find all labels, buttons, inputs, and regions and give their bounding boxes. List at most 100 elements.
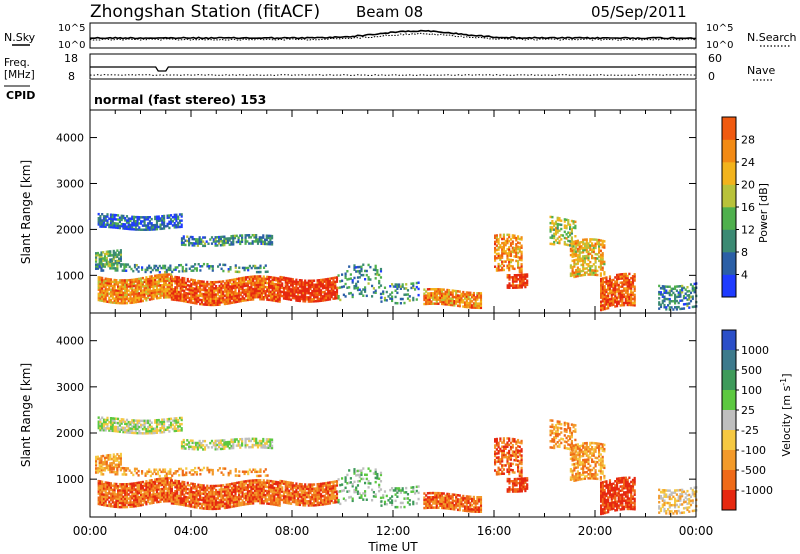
- velocity-cell: [323, 490, 326, 493]
- power-cell: [201, 265, 204, 268]
- velocity-cell: [232, 503, 235, 506]
- velocity-cell: [335, 484, 339, 487]
- velocity-cell: [179, 492, 182, 496]
- power-cell: [425, 298, 428, 302]
- power-cell: [163, 290, 166, 293]
- power-cell: [351, 293, 354, 297]
- power-cell: [298, 289, 301, 292]
- power-cell: [511, 267, 514, 270]
- power-cell: [558, 239, 561, 243]
- power-cell: [286, 295, 289, 299]
- power-cell: [313, 285, 316, 289]
- colorbar-tick-label: 4: [741, 269, 748, 282]
- velocity-cell: [140, 483, 143, 486]
- power-cell: [179, 295, 182, 298]
- power-cell: [257, 277, 260, 280]
- power-cell: [522, 279, 525, 283]
- power-cell: [426, 294, 429, 297]
- power-cell: [591, 250, 594, 254]
- power-cell: [522, 283, 525, 287]
- power-cell: [204, 297, 207, 300]
- power-cell: [417, 293, 420, 297]
- velocity-cell: [297, 495, 300, 498]
- velocity-cell: [223, 504, 226, 508]
- velocity-cell: [227, 504, 230, 507]
- power-cell: [207, 297, 211, 300]
- power-cell: [520, 284, 523, 287]
- power-cell: [250, 292, 253, 295]
- power-cell: [253, 296, 257, 299]
- power-cell: [320, 297, 323, 300]
- power-cell: [98, 257, 101, 261]
- power-cell: [152, 279, 155, 282]
- power-cell: [234, 282, 237, 285]
- power-cell: [186, 294, 189, 297]
- power-cell: [682, 294, 686, 298]
- power-cell: [469, 299, 472, 303]
- velocity-cell: [136, 488, 139, 491]
- power-cell: [118, 216, 121, 219]
- power-cell: [97, 223, 100, 226]
- power-cell: [218, 235, 221, 239]
- power-cell: [232, 290, 235, 294]
- power-cell: [117, 218, 120, 221]
- power-cell: [159, 275, 162, 279]
- power-cell: [259, 281, 262, 284]
- power-cell: [571, 253, 574, 256]
- power-cell: [556, 231, 559, 234]
- power-cell: [598, 265, 601, 269]
- velocity-cell: [155, 498, 159, 502]
- power-cell: [155, 288, 159, 292]
- power-cell: [631, 293, 635, 297]
- power-cell: [154, 223, 157, 227]
- power-cell: [578, 270, 581, 273]
- power-cell: [140, 298, 143, 301]
- power-cell: [241, 289, 244, 292]
- velocity-cell: [97, 422, 100, 426]
- power-cell: [203, 236, 207, 239]
- power-cell: [623, 281, 626, 284]
- power-cell: [131, 225, 134, 229]
- velocity-cell: [260, 495, 264, 499]
- power-cell: [335, 290, 339, 294]
- power-cell: [191, 242, 194, 245]
- power-cell: [426, 288, 429, 291]
- power-cell: [157, 288, 160, 291]
- velocity-cell: [257, 497, 260, 501]
- power-cell: [234, 292, 237, 296]
- power-cell: [256, 240, 260, 243]
- power-cell: [330, 281, 333, 284]
- power-cell: [109, 213, 113, 216]
- power-cell: [177, 225, 180, 229]
- power-cell: [140, 291, 143, 295]
- velocity-cell: [174, 492, 177, 495]
- power-cell: [131, 286, 134, 290]
- velocity-cell: [164, 497, 167, 501]
- power-cell: [124, 223, 127, 226]
- power-cell: [412, 286, 415, 289]
- velocity-cell: [238, 483, 241, 486]
- power-cell: [455, 292, 458, 295]
- power-cell: [125, 291, 129, 294]
- velocity-cell: [313, 504, 316, 507]
- power-cell: [453, 300, 456, 303]
- power-cell: [585, 240, 588, 243]
- power-cell: [465, 291, 468, 294]
- velocity-cell: [166, 483, 169, 486]
- velocity-cell: [313, 487, 316, 490]
- power-cell: [159, 227, 162, 231]
- power-cell: [138, 287, 141, 291]
- power-cell: [501, 256, 504, 259]
- power-cell: [111, 260, 114, 263]
- power-cell: [147, 228, 150, 231]
- velocity-cell: [141, 497, 144, 500]
- power-cell: [185, 269, 188, 273]
- velocity-cell: [101, 486, 104, 490]
- velocity-cell: [316, 503, 319, 507]
- velocity-cell: [318, 491, 321, 494]
- power-cell: [578, 257, 581, 261]
- power-cell: [152, 285, 155, 288]
- velocity-cell: [170, 477, 173, 480]
- velocity-cell: [113, 488, 116, 492]
- velocity-cell: [211, 499, 214, 502]
